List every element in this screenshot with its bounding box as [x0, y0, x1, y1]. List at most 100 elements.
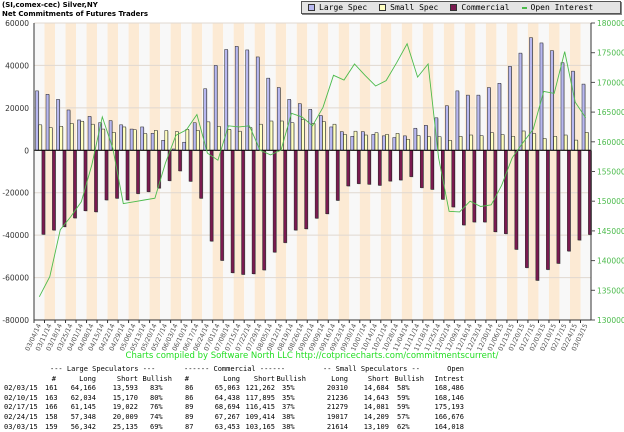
large-spec-bar: [161, 140, 165, 151]
large-spec-bar: [129, 128, 134, 151]
table-cell: -- Small Speculators --: [323, 365, 420, 373]
commercial-bar: [462, 150, 466, 226]
right-tick-label: 155000: [597, 168, 624, 177]
commercial-bar: [52, 150, 56, 231]
table-cell: 38%: [282, 422, 295, 431]
legend-item-open-interest: Open Interest: [521, 3, 593, 12]
week-band: [422, 23, 434, 320]
left-tick-label: -40000: [2, 231, 29, 240]
small-spec-bar: [196, 130, 200, 151]
week-band: [349, 23, 360, 320]
small-spec-bar: [332, 123, 337, 151]
small-spec-bar: [563, 134, 568, 151]
table-cell: 68,694: [214, 403, 240, 412]
right-tick-label: 140000: [597, 257, 624, 266]
commercial-bar: [125, 150, 130, 201]
large-spec-bar: [466, 94, 470, 151]
small-spec-bar: [154, 130, 158, 151]
left-tick-label: 20000: [5, 104, 29, 113]
table-cell: 57%: [397, 412, 410, 421]
legend-item-small-spec: Small Spec: [379, 3, 438, 12]
table-row: 02/24/15 158 57,348 20,009 74% 89 67,267 109,41…: [0, 413, 624, 423]
week-band: [76, 23, 87, 320]
table-cell: 117,895: [245, 393, 275, 402]
table-cell: 37%: [282, 403, 295, 412]
small-spec-bar: [406, 139, 410, 151]
table-cell: 35%: [282, 393, 295, 402]
small-spec-bar: [542, 138, 547, 151]
week-band: [443, 23, 455, 320]
table-cell: 163: [45, 393, 58, 402]
commercial-bar: [104, 150, 109, 201]
commercial-bar: [567, 150, 571, 252]
commercial-bar: [577, 150, 582, 241]
table-cell: Long: [331, 374, 348, 383]
large-spec-bar: [329, 126, 334, 151]
large-spec-bar: [276, 87, 281, 151]
commercial-bar: [325, 150, 329, 214]
table-cell: 86: [185, 384, 194, 393]
legend-item-commercial: Commercial: [450, 3, 510, 12]
commercial-bar: [356, 150, 361, 184]
large-spec-bar: [255, 56, 260, 151]
small-spec-bar: [80, 120, 84, 151]
commercial-bar: [283, 150, 287, 243]
large-spec-bar: [487, 87, 491, 151]
table-cell: 87: [185, 422, 194, 431]
table-cell: 14,684: [363, 384, 389, 393]
week-band: [433, 23, 444, 320]
table-cell: 21236: [326, 393, 348, 402]
legend-label: Large Spec: [319, 3, 368, 12]
week-band: [538, 23, 549, 320]
commercial-bar: [136, 150, 140, 194]
commercial-bar: [346, 150, 350, 187]
commercial-bar: [377, 150, 382, 186]
table-cell: 19,022: [112, 403, 138, 412]
large-spec-bar: [413, 127, 418, 151]
left-tick-label: -60000: [2, 274, 29, 283]
table-cell: 80%: [150, 393, 163, 402]
small-spec-bar: [500, 134, 505, 151]
large-spec-bar: [382, 135, 386, 151]
right-tick-label: 175000: [597, 49, 624, 58]
small-spec-bar: [269, 120, 274, 151]
commercial-bar: [493, 150, 498, 232]
table-cell: 03/03/15: [4, 422, 38, 431]
commercial-bar: [62, 150, 67, 227]
small-spec-bar: [458, 136, 463, 151]
week-band: [275, 23, 287, 320]
large-spec-bar: [234, 46, 239, 151]
large-spec-bar: [245, 49, 249, 151]
right-tick-label: 130000: [597, 316, 624, 325]
week-band: [475, 23, 486, 320]
table-cell: 67,267: [214, 412, 240, 421]
table-cell: 166: [45, 403, 58, 412]
chart-title: (SI,comex-cec) Silver,NY: [2, 1, 98, 9]
table-cell: Bullish: [142, 374, 172, 383]
large-spec-bar: [340, 131, 344, 151]
table-cell: 25,135: [112, 422, 138, 431]
week-band: [97, 23, 108, 320]
week-band: [107, 23, 119, 320]
week-band: [55, 23, 66, 320]
commercial-bar: [241, 150, 245, 275]
week-band: [548, 23, 560, 320]
commercial-bar: [220, 150, 224, 261]
table-cell: 62%: [397, 422, 410, 431]
week-band: [65, 23, 77, 320]
large-spec-bar: [77, 119, 81, 151]
small-spec-bar: [133, 129, 137, 151]
small-spec-bar: [206, 121, 211, 151]
small-spec-bar: [259, 123, 263, 151]
large-spec-bar: [560, 62, 565, 151]
commercial-bar: [556, 150, 561, 264]
week-band: [86, 23, 98, 320]
week-band: [338, 23, 350, 320]
small-spec-bar: [38, 124, 42, 151]
large-spec-bar: [297, 103, 302, 151]
left-tick-label: 60000: [5, 19, 29, 28]
week-band: [244, 23, 255, 320]
small-spec-bar: [143, 133, 148, 151]
table-cell: 13,593: [112, 384, 138, 393]
small-spec-bar: [532, 133, 536, 151]
